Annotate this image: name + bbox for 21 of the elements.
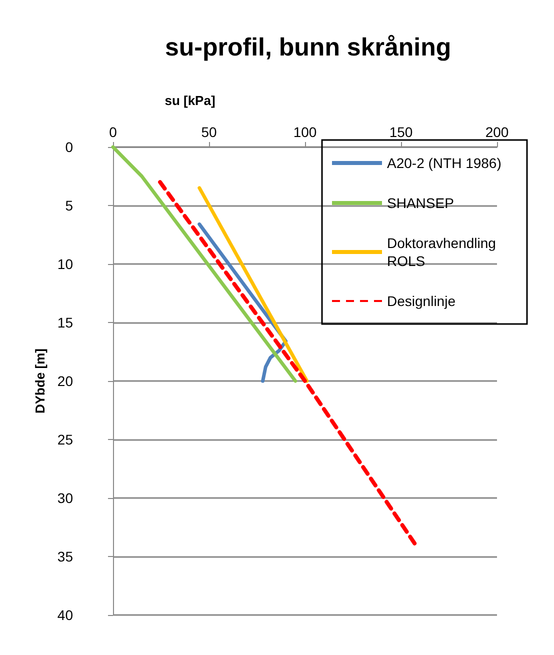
y-tick-label: 30 (57, 490, 74, 506)
legend-label: A20-2 (NTH 1986) (387, 155, 502, 171)
y-axis-title: DYbde [m] (32, 348, 48, 414)
y-tick-label: 10 (57, 256, 74, 272)
legend-label: Doktoravhendling ROLS (387, 235, 500, 269)
y-tick-label: 40 (57, 607, 74, 623)
y-tick-label: 0 (65, 139, 74, 155)
y-tick-label: 15 (57, 314, 74, 330)
x-tick-label: 50 (201, 124, 217, 140)
legend-label: Designlinje (387, 293, 456, 309)
x-tick-label: 0 (109, 124, 118, 140)
x-tick-label: 100 (293, 124, 317, 140)
legend-label: SHANSEP (387, 195, 454, 211)
chart-title: su-profil, bunn skråning (165, 34, 452, 62)
y-tick-label: 25 (57, 432, 74, 448)
y-tick-label: 35 (57, 548, 74, 564)
x-tick-label: 200 (485, 124, 509, 140)
x-axis-title: su [kPa] (164, 93, 216, 108)
y-tick-label: 20 (57, 373, 74, 389)
x-tick-label: 150 (389, 124, 413, 140)
y-tick-label: 5 (65, 198, 74, 214)
